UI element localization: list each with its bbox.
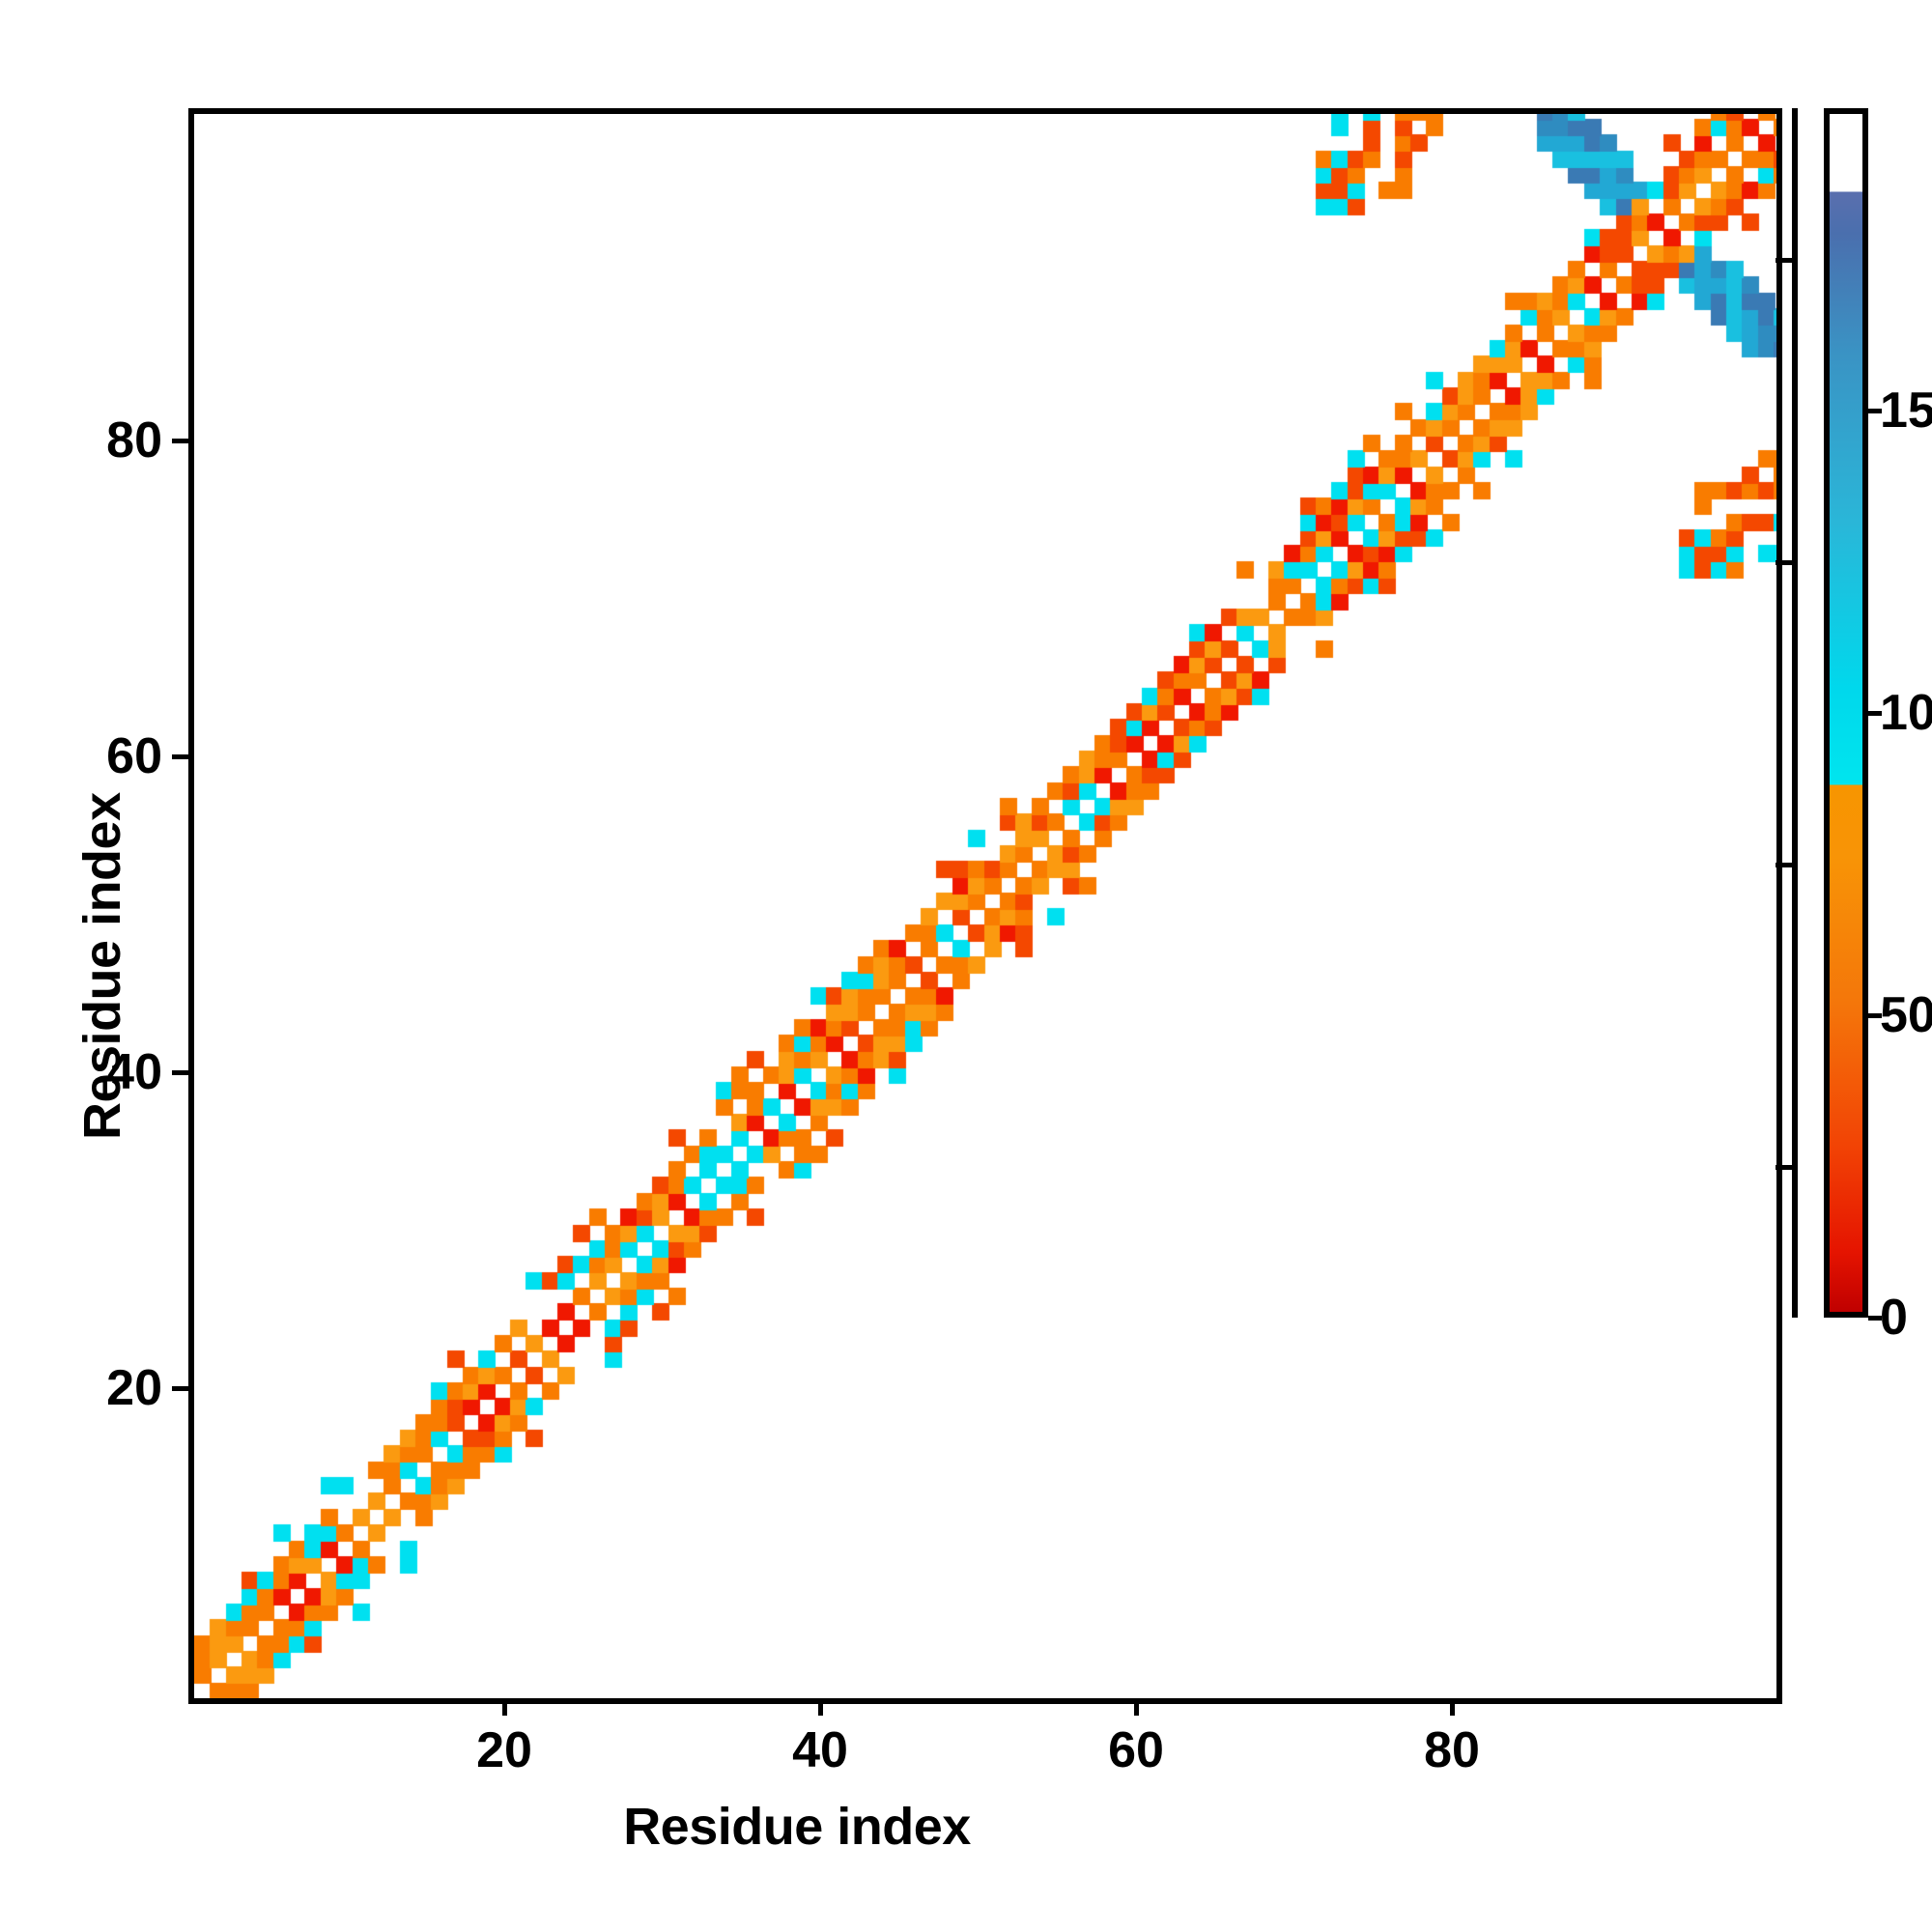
x-tick-label-20: 20 bbox=[476, 1722, 532, 1778]
y-tick-60 bbox=[172, 754, 189, 759]
heatmap-plot-area[interactable] bbox=[188, 108, 1782, 1704]
colorbar-tick-100 bbox=[1868, 711, 1882, 716]
colorbar-minor-tick-125 bbox=[1776, 559, 1792, 565]
y-tick-40 bbox=[172, 1070, 189, 1075]
colorbar-tick-150 bbox=[1868, 409, 1882, 413]
x-tick-label-80: 80 bbox=[1424, 1722, 1480, 1778]
y-tick-label-60: 60 bbox=[106, 728, 162, 784]
y-tick-80 bbox=[172, 439, 189, 443]
contact-map-canvas bbox=[194, 114, 1776, 1698]
colorbar-label-0: 0 bbox=[1880, 1290, 1908, 1346]
x-tick-label-60: 60 bbox=[1108, 1722, 1164, 1778]
colorbar-label-100: 100 bbox=[1880, 685, 1932, 741]
x-tick-label-40: 40 bbox=[792, 1722, 848, 1778]
x-tick-20 bbox=[502, 1698, 507, 1716]
colorbar-outer-spine bbox=[1792, 108, 1798, 1318]
x-tick-80 bbox=[1450, 1698, 1455, 1716]
y-tick-20 bbox=[172, 1386, 189, 1391]
x-tick-60 bbox=[1134, 1698, 1139, 1716]
colorbar-label-150: 150 bbox=[1880, 383, 1932, 439]
colorbar-tick-0 bbox=[1868, 1316, 1882, 1321]
colorbar-minor-tick-175 bbox=[1776, 257, 1792, 263]
x-tick-40 bbox=[818, 1698, 823, 1716]
y-tick-label-40: 40 bbox=[106, 1044, 162, 1100]
x-axis-label: Residue index bbox=[623, 1798, 971, 1856]
colorbar[interactable] bbox=[1824, 108, 1868, 1318]
colorbar-label-50: 50 bbox=[1880, 987, 1932, 1043]
y-tick-label-20: 20 bbox=[106, 1360, 162, 1416]
y-tick-label-80: 80 bbox=[106, 412, 162, 469]
colorbar-tick-50 bbox=[1868, 1013, 1882, 1018]
colorbar-minor-tick-75 bbox=[1776, 862, 1792, 867]
colorbar-minor-tick-25 bbox=[1776, 1164, 1792, 1170]
colorbar-gradient bbox=[1830, 114, 1862, 1312]
